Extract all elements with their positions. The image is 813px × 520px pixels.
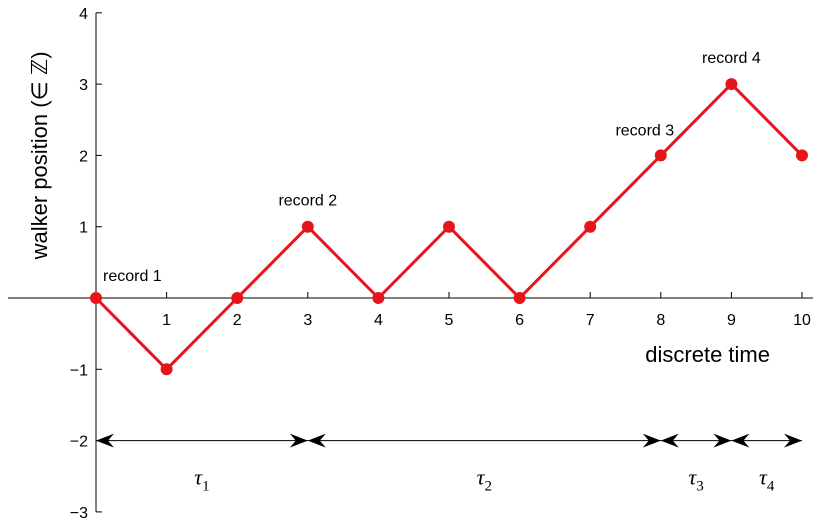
ticks: 1 2 3 4 5 6 7 8 9 10 −3 −2 −1 1 2 3 4: [70, 6, 811, 520]
interval-symbol: τ: [194, 465, 203, 490]
x-tick-label: 3: [303, 312, 312, 329]
interval-subscript: 2: [484, 479, 492, 495]
data-point: [443, 220, 455, 233]
x-tick-label: 5: [445, 312, 454, 329]
data-point: [160, 363, 173, 376]
x-tick-label: 4: [374, 312, 383, 329]
interval-subscript: 3: [696, 479, 704, 495]
data-point: [513, 292, 526, 304]
record-annotations: record 1 record 2 record 3 record 4: [103, 50, 761, 285]
y-tick-label: 3: [79, 77, 88, 94]
data-point: [654, 149, 667, 162]
record-label: record 1: [103, 268, 162, 285]
data-point: [372, 292, 385, 304]
y-tick-label: 2: [79, 148, 88, 165]
x-tick-label: 8: [656, 312, 665, 329]
y-axis-title: walker position (∈ ℤ): [27, 51, 52, 260]
y-tick-label: −1: [70, 362, 88, 379]
y-tick-label: −3: [70, 505, 88, 520]
x-tick-label: 10: [793, 312, 811, 329]
interval-label: τ4: [759, 465, 775, 495]
interval-label: τ2: [477, 465, 492, 495]
arrowhead: [731, 433, 750, 448]
axes: [8, 12, 813, 512]
interval-label: τ3: [688, 465, 703, 495]
y-tick-label: 4: [79, 6, 88, 23]
x-tick-label: 7: [586, 312, 595, 329]
interval-subscript: 1: [202, 479, 210, 495]
arrowhead: [289, 433, 308, 448]
data-point: [796, 149, 808, 162]
arrowhead: [784, 433, 802, 448]
y-tick-label: −2: [70, 434, 88, 451]
series-walk: [90, 78, 808, 376]
interval-symbol: τ: [688, 465, 697, 490]
interval-label: τ1: [194, 465, 209, 495]
arrowhead: [660, 433, 679, 448]
data-point: [90, 292, 102, 304]
x-tick-label: 9: [727, 312, 736, 329]
x-tick-label: 6: [515, 312, 524, 329]
x-tick-label: 1: [162, 312, 171, 329]
data-point: [301, 220, 314, 233]
record-label: record 4: [702, 50, 761, 67]
interval-subscript: 4: [767, 479, 775, 495]
x-tick-label: 2: [233, 312, 242, 329]
y-tick-label: 1: [79, 220, 88, 237]
arrowhead: [96, 433, 114, 448]
data-point: [725, 78, 738, 91]
arrowhead: [642, 433, 661, 448]
data-point: [584, 220, 597, 233]
interval-symbol: τ: [759, 465, 768, 490]
interval-symbol: τ: [477, 465, 486, 490]
data-point: [231, 292, 244, 304]
interval-arrows: τ1 τ2 τ3 τ4: [96, 433, 802, 495]
arrowhead: [307, 433, 326, 448]
arrowhead: [713, 433, 732, 448]
x-axis-title: discrete time: [645, 342, 770, 367]
record-label: record 2: [278, 193, 337, 210]
record-label: record 3: [615, 122, 674, 139]
